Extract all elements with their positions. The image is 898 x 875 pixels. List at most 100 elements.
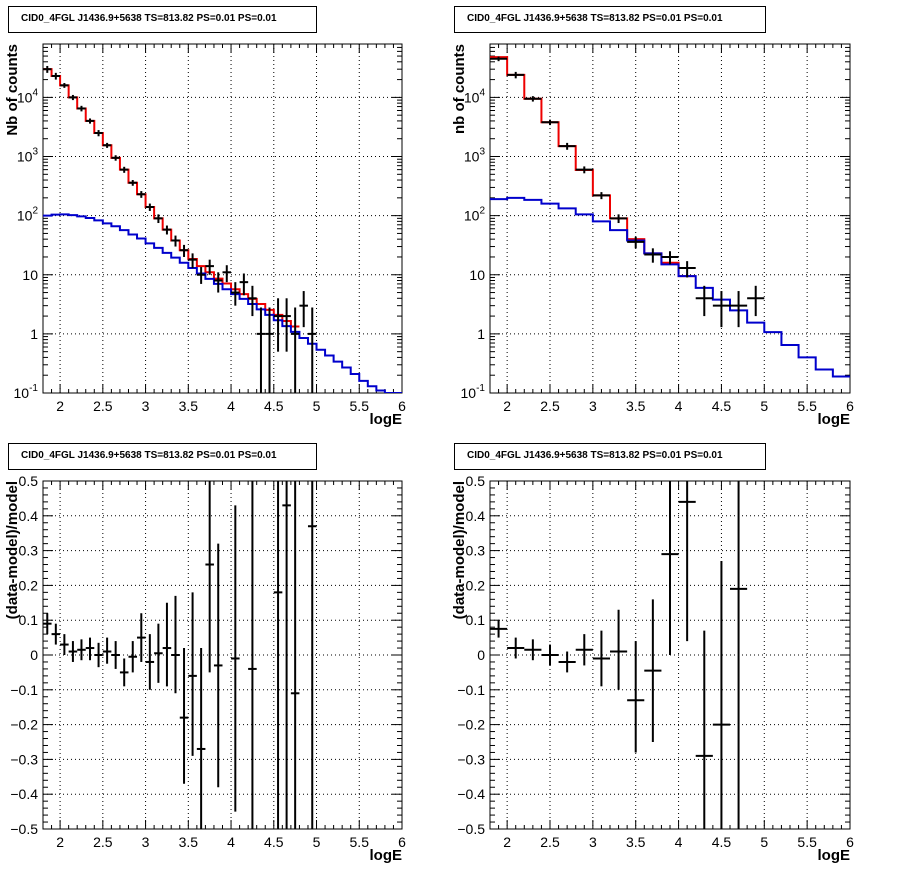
data-point xyxy=(179,244,189,257)
data-point xyxy=(222,265,232,283)
x-tick-label: 6 xyxy=(398,834,406,850)
residual-point xyxy=(77,639,86,661)
panel-3-title: CID0_4FGL J1436.9+5638 TS=813.82 PS=0.01… xyxy=(8,443,317,470)
x-tick-label: 3.5 xyxy=(626,834,646,850)
residual-point xyxy=(231,505,240,812)
x-tick-label: 3 xyxy=(142,398,150,414)
data-point xyxy=(524,96,542,102)
residual-point xyxy=(60,634,69,655)
y-tick-label: 0 xyxy=(477,647,485,663)
y-tick-label: 10-1 xyxy=(14,383,39,401)
data-point xyxy=(128,180,138,186)
data-point xyxy=(196,267,206,284)
y-tick-label: 10 xyxy=(22,267,38,283)
data-point xyxy=(205,259,214,275)
panel-3: 2 2.5 3 3.5 4 4.5 5 5.5 6 −0.5 −0.4 −0.3 −0.2 −0.1 0 0.… xyxy=(4,473,406,864)
model-step-component_model xyxy=(43,213,402,393)
residual-point xyxy=(541,644,559,666)
model-step-total_model xyxy=(43,68,300,328)
data-point xyxy=(188,253,197,269)
y-tick-label: 0.4 xyxy=(19,508,39,524)
data-point xyxy=(558,142,576,150)
y-tick-label: −0.2 xyxy=(10,717,38,733)
y-tick-label: −0.1 xyxy=(457,682,485,698)
y-tick-label: 0.5 xyxy=(466,473,486,489)
x-tick-label: 3.5 xyxy=(626,398,646,414)
residual-point xyxy=(188,592,197,756)
data-point xyxy=(51,72,61,80)
residual-point xyxy=(661,481,679,655)
residual-point xyxy=(644,599,662,742)
x-tick-label: 4.5 xyxy=(264,834,284,850)
y-tick-label: −0.1 xyxy=(10,682,38,698)
residual-point xyxy=(162,602,172,687)
residual-point xyxy=(145,634,155,690)
y-tick-label: 102 xyxy=(464,206,486,224)
x-tick-label: 2 xyxy=(503,398,511,414)
residual-point xyxy=(248,481,257,829)
data-point xyxy=(111,155,120,161)
residual-point xyxy=(196,648,206,829)
data-point xyxy=(490,56,508,62)
y-tick-label: 10 xyxy=(469,267,485,283)
data-point xyxy=(610,214,628,224)
x-tick-label: 4.5 xyxy=(712,398,732,414)
y-tick-label: 104 xyxy=(464,87,486,105)
data-point xyxy=(256,307,266,393)
plot-area xyxy=(43,481,317,829)
x-tick-label: 4.5 xyxy=(264,398,284,414)
y-tick-label: 0.2 xyxy=(466,577,486,593)
data-point xyxy=(231,282,240,306)
x-tick-label: 3 xyxy=(589,398,597,414)
data-point xyxy=(678,261,696,278)
residual-point xyxy=(507,637,525,659)
data-point xyxy=(644,248,662,263)
residual-point xyxy=(282,481,291,829)
y-tick-label: 103 xyxy=(17,147,39,165)
y-tick-label: −0.4 xyxy=(457,786,485,802)
panel-2: 2 2.5 3 3.5 4 4.5 5 5.5 6 10-1 1 10 102 103 104 logE nb … xyxy=(451,43,854,428)
x-tick-label: 2.5 xyxy=(93,834,113,850)
plot-area xyxy=(490,481,748,829)
data-point xyxy=(60,83,69,88)
data-point xyxy=(747,285,765,317)
y-tick-label: 0.5 xyxy=(19,473,39,489)
panel-1-title: CID0_4FGL J1436.9+5638 TS=813.82 PS=0.01… xyxy=(8,6,317,33)
y-tick-label: 0.1 xyxy=(466,612,486,628)
residual-point xyxy=(213,543,223,788)
residual-point xyxy=(290,481,300,829)
data-point xyxy=(299,291,308,328)
y-axis-title: (data-model)/model xyxy=(4,481,21,619)
y-tick-label: 0.2 xyxy=(19,577,39,593)
x-tick-label: 5.5 xyxy=(797,834,817,850)
x-tick-label: 4 xyxy=(675,834,683,850)
x-tick-label: 3 xyxy=(142,834,150,850)
x-tick-label: 2 xyxy=(56,398,64,414)
x-tick-label: 4 xyxy=(227,834,235,850)
x-tick-label: 5.5 xyxy=(350,398,370,414)
residual-point xyxy=(154,623,163,683)
x-tick-label: 5 xyxy=(760,834,768,850)
data-point xyxy=(85,118,95,124)
y-tick-label: 1 xyxy=(477,326,485,342)
residual-point xyxy=(695,630,713,829)
residual-point xyxy=(111,641,120,669)
residual-point xyxy=(592,630,610,687)
data-point xyxy=(43,65,52,73)
x-tick-label: 5.5 xyxy=(350,834,370,850)
y-tick-label: −0.5 xyxy=(457,821,485,837)
data-point xyxy=(137,191,146,198)
panel-4-title: CID0_4FGL J1436.9+5638 TS=813.82 PS=0.01… xyxy=(454,443,766,470)
data-point xyxy=(77,105,86,112)
residual-point xyxy=(730,481,748,829)
y-tick-label: −0.3 xyxy=(457,751,485,767)
data-point xyxy=(119,166,129,173)
y-tick-label: 1 xyxy=(30,326,38,342)
data-point xyxy=(102,142,112,148)
data-point xyxy=(145,203,155,211)
model-step-component_model xyxy=(490,196,850,378)
data-point xyxy=(695,285,713,317)
data-point xyxy=(265,307,274,393)
data-point xyxy=(290,307,300,393)
residual-point xyxy=(627,641,645,753)
